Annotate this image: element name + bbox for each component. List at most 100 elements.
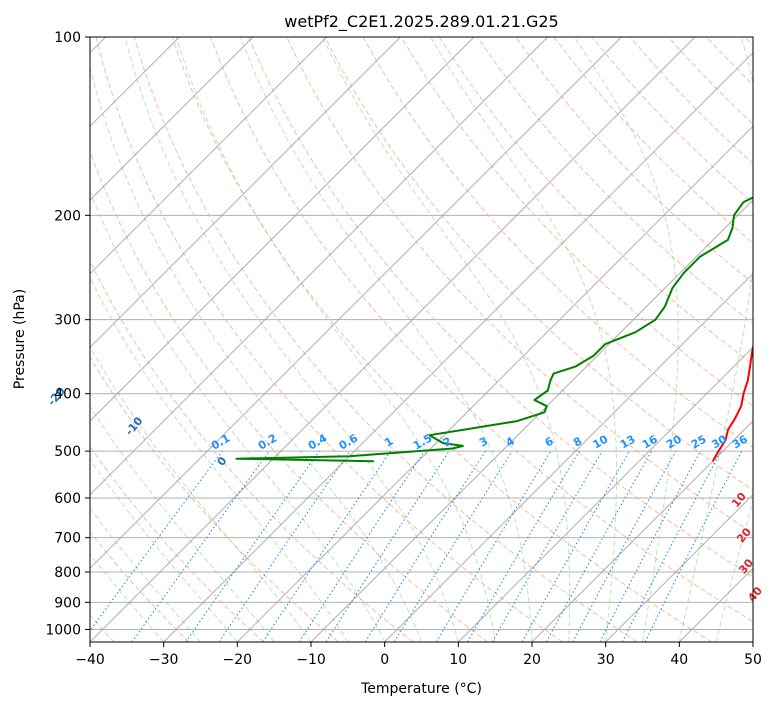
dry-adiabat-line xyxy=(133,37,638,642)
x-tick-label: −20 xyxy=(223,652,253,668)
isotherm-line xyxy=(90,37,696,642)
dry-adiabat-line xyxy=(171,37,712,642)
mixing-ratio-line xyxy=(262,450,392,642)
dry-adiabat-line xyxy=(706,37,753,86)
mixing-ratio-label: 25 xyxy=(689,433,709,452)
dry-adiabat-line xyxy=(95,37,563,642)
plot-frame xyxy=(89,36,754,643)
isotherm-line xyxy=(605,493,753,642)
chart-title: wetPf2_C2E1.2025.289.01.21.G25 xyxy=(284,12,558,32)
zero-isotherm xyxy=(385,37,775,642)
isotherm-line xyxy=(90,37,328,275)
mixing-ratio-label: 1 xyxy=(382,435,395,450)
isotherm-line xyxy=(163,51,753,642)
mixing-ratio-line xyxy=(185,450,320,642)
dry-adiabat-line xyxy=(438,37,753,366)
moist-adiabat-line xyxy=(175,37,496,642)
y-tick-label: 700 xyxy=(54,531,81,547)
temperature-profile-line xyxy=(711,342,753,462)
mixing-ratio-label: 0.4 xyxy=(306,431,330,452)
moist-adiabat-line xyxy=(90,189,386,642)
moist-adiabat-line xyxy=(90,458,238,642)
x-tick-label: −10 xyxy=(296,652,326,668)
mixing-ratio-line xyxy=(131,450,270,642)
isotherm-line xyxy=(531,420,753,642)
moist-adiabat-line xyxy=(90,507,201,642)
moist-adiabat-line xyxy=(90,276,349,642)
theta-label: 0 xyxy=(215,454,230,468)
mixing-ratio-line xyxy=(325,450,450,642)
mixing-ratio-line xyxy=(644,450,743,642)
mixing-ratio-line xyxy=(218,450,351,642)
y-tick-label: 800 xyxy=(54,565,81,581)
mixing-ratio-line xyxy=(467,450,580,642)
dry-adiabat-line xyxy=(90,150,488,642)
mixing-ratio-label: 8 xyxy=(571,435,584,450)
isotherm-line xyxy=(90,37,622,570)
isotherm-line xyxy=(678,567,753,642)
y-tick-label: 200 xyxy=(54,208,81,224)
dry-adiabat-line xyxy=(744,37,753,47)
x-tick-label: 0 xyxy=(380,652,389,668)
dry-adiabat-line xyxy=(90,445,264,642)
dry-adiabat-line xyxy=(90,531,190,642)
mixing-ratio-line xyxy=(298,450,425,642)
dry-adiabat-line xyxy=(90,356,339,642)
moist-adiabat-label: 20 xyxy=(734,525,754,545)
y-tick-label: 1000 xyxy=(45,622,81,638)
y-tick-label: 900 xyxy=(54,595,81,611)
dry-adiabat-line xyxy=(90,259,414,642)
y-tick-label: 500 xyxy=(54,444,81,460)
moist-adiabat-label: 10 xyxy=(729,490,749,510)
mixing-ratio-label: 36 xyxy=(730,432,750,451)
isotherm-line xyxy=(236,125,753,642)
mixing-ratio-label: 10 xyxy=(590,432,610,451)
dewpoint-profile-line xyxy=(235,196,753,463)
x-tick-label: −30 xyxy=(149,652,179,668)
mixing-ratio-line xyxy=(572,450,677,642)
y-tick-label: 400 xyxy=(54,387,81,403)
isotherm-line xyxy=(90,37,254,201)
mixing-ratio-label: 16 xyxy=(640,432,660,451)
moist-adiabat-label: 40 xyxy=(745,584,765,604)
y-tick-label: 600 xyxy=(54,491,81,507)
y-axis-label: Pressure (hPa) xyxy=(12,289,28,389)
theta-label: -10 xyxy=(123,414,146,438)
mixing-ratio-line xyxy=(545,450,653,642)
mixing-ratio-label: 13 xyxy=(618,433,638,452)
moist-adiabat-line xyxy=(715,498,753,642)
moist-adiabat-line xyxy=(239,37,533,642)
isotherm-line xyxy=(90,37,549,496)
dry-adiabat-line xyxy=(210,37,753,623)
mixing-ratio-label: 3 xyxy=(477,435,490,450)
mixing-ratio-line xyxy=(521,450,630,642)
x-tick-label: 40 xyxy=(670,652,688,668)
moist-adiabat-line xyxy=(678,37,753,642)
mixing-ratio-line xyxy=(599,450,701,642)
dry-adiabat-line xyxy=(400,37,753,407)
isotherm-line xyxy=(90,37,475,422)
moist-adiabat-line xyxy=(124,37,459,642)
x-axis-label: Temperature (°C) xyxy=(360,681,482,697)
x-tick-label: −40 xyxy=(75,652,105,668)
isotherm-line xyxy=(457,346,753,642)
x-tick-label: 50 xyxy=(744,652,762,668)
y-tick-label: 300 xyxy=(54,313,81,329)
mixing-ratio-line xyxy=(435,450,552,642)
mixing-ratio-label: 20 xyxy=(664,432,684,451)
dry-adiabat-line xyxy=(515,37,753,284)
isotherm-line xyxy=(384,272,753,642)
moist-adiabat-line xyxy=(90,345,312,642)
mixing-ratio-line xyxy=(90,450,223,632)
moist-adiabat-line xyxy=(90,405,275,642)
mixing-ratio-line xyxy=(621,450,722,642)
isotherm-line xyxy=(752,641,753,642)
mixing-ratio-line xyxy=(393,450,513,642)
x-tick-label: 30 xyxy=(597,652,615,668)
moist-adiabat-line xyxy=(90,65,422,642)
dry-adiabat-line xyxy=(668,37,753,125)
mixing-ratio-label: 0.1 xyxy=(209,432,232,453)
dry-adiabat-line xyxy=(248,37,753,578)
y-tick-label: 100 xyxy=(54,30,81,46)
